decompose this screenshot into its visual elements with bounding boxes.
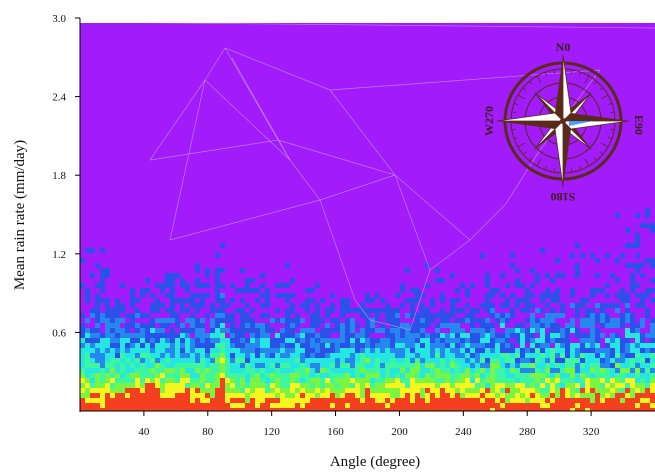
compass-east-label: E90 xyxy=(632,115,646,135)
y-tick-label: 2.4 xyxy=(52,92,66,104)
axes: 40 80 120 160 200 240 280 320 0.6 1.2 1.8 2.4 3.0 xyxy=(52,13,655,438)
x-tick-label: 120 xyxy=(263,426,280,438)
x-tick-label: 160 xyxy=(327,426,344,438)
x-tick-label: 200 xyxy=(391,426,408,438)
compass-north-label: N0 xyxy=(556,40,571,54)
x-tick-label: 280 xyxy=(519,426,536,438)
compass-rose: N0 E90 S180 W270 xyxy=(482,40,646,204)
y-tick-label: 0.6 xyxy=(52,327,66,339)
x-tick-label: 40 xyxy=(138,426,150,438)
y-tick-label: 3.0 xyxy=(52,13,66,25)
contour-field xyxy=(80,18,655,411)
triangulation-mesh xyxy=(80,21,655,331)
x-axis-label: Angle (degree) xyxy=(330,454,420,470)
compass-south-label: S180 xyxy=(551,190,576,204)
top-white-band xyxy=(80,18,655,23)
x-tick-label: 240 xyxy=(455,426,472,438)
compass-cardinal-points xyxy=(496,54,630,188)
x-tick-label: 80 xyxy=(202,426,214,438)
y-tick-label: 1.8 xyxy=(52,170,66,182)
x-tick-label: 320 xyxy=(583,426,600,438)
compass-west-label: W270 xyxy=(482,106,496,136)
y-tick-label: 1.2 xyxy=(52,249,66,261)
y-axis-label: Mean rain rate (mm/day) xyxy=(12,140,28,290)
